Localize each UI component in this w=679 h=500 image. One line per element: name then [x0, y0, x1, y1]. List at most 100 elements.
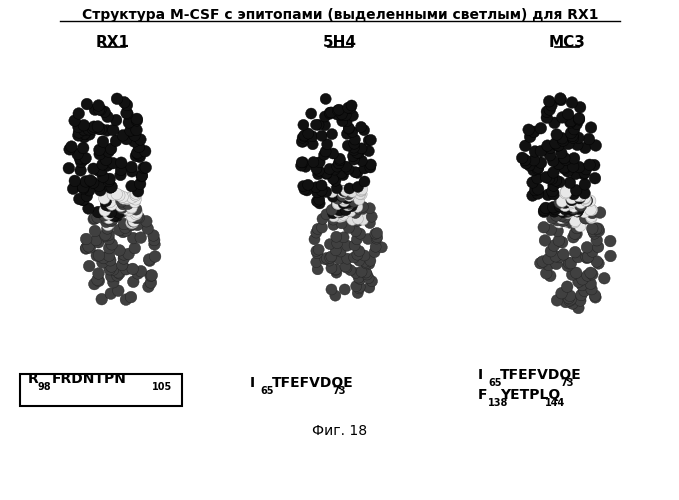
Circle shape: [340, 261, 351, 272]
Circle shape: [326, 284, 337, 295]
Circle shape: [354, 204, 365, 214]
Circle shape: [340, 161, 352, 172]
Circle shape: [115, 200, 126, 211]
Circle shape: [545, 142, 556, 154]
Circle shape: [575, 190, 587, 202]
Circle shape: [296, 136, 308, 147]
Circle shape: [544, 104, 555, 116]
Circle shape: [93, 180, 105, 192]
Circle shape: [97, 171, 109, 182]
Circle shape: [538, 206, 550, 218]
Circle shape: [322, 138, 333, 149]
Circle shape: [569, 215, 581, 226]
Circle shape: [331, 264, 342, 275]
Circle shape: [97, 136, 109, 147]
Circle shape: [314, 198, 325, 209]
Circle shape: [534, 258, 546, 269]
Circle shape: [122, 108, 133, 120]
Circle shape: [121, 107, 132, 118]
Circle shape: [566, 194, 578, 206]
Circle shape: [555, 212, 567, 224]
Circle shape: [130, 190, 141, 201]
Circle shape: [572, 190, 584, 202]
Circle shape: [363, 135, 374, 146]
Circle shape: [551, 258, 562, 270]
Circle shape: [120, 202, 131, 214]
Circle shape: [105, 270, 117, 282]
Circle shape: [120, 222, 131, 234]
Circle shape: [587, 207, 598, 218]
Circle shape: [370, 242, 381, 252]
Circle shape: [564, 177, 576, 188]
Circle shape: [550, 138, 562, 149]
Circle shape: [580, 195, 591, 206]
Circle shape: [104, 264, 115, 275]
Circle shape: [115, 169, 126, 180]
Circle shape: [344, 222, 354, 234]
Circle shape: [134, 134, 146, 145]
Circle shape: [538, 204, 550, 216]
Circle shape: [312, 187, 323, 198]
Circle shape: [590, 140, 602, 151]
Circle shape: [352, 148, 363, 158]
Circle shape: [128, 216, 139, 227]
Circle shape: [353, 148, 365, 158]
Text: 65: 65: [488, 378, 502, 388]
Circle shape: [343, 102, 354, 114]
Circle shape: [78, 124, 90, 136]
Circle shape: [131, 113, 143, 124]
Circle shape: [130, 212, 142, 224]
Circle shape: [143, 254, 155, 266]
Circle shape: [540, 202, 551, 213]
Circle shape: [548, 240, 559, 252]
Circle shape: [560, 154, 572, 166]
Circle shape: [299, 130, 310, 141]
Circle shape: [570, 267, 582, 278]
Circle shape: [562, 207, 574, 218]
Circle shape: [111, 210, 122, 222]
Circle shape: [92, 120, 104, 132]
Circle shape: [543, 253, 554, 265]
Circle shape: [363, 234, 373, 244]
Circle shape: [573, 112, 585, 124]
Circle shape: [551, 294, 563, 306]
Circle shape: [357, 202, 369, 212]
Circle shape: [78, 120, 90, 131]
Text: TFEFVDQE: TFEFVDQE: [272, 376, 354, 390]
Circle shape: [589, 290, 601, 302]
Circle shape: [144, 255, 155, 266]
Circle shape: [115, 157, 127, 168]
Circle shape: [562, 260, 574, 272]
Circle shape: [350, 208, 361, 218]
Circle shape: [301, 185, 312, 196]
Circle shape: [113, 285, 124, 296]
Circle shape: [110, 135, 122, 146]
Circle shape: [121, 134, 132, 145]
Circle shape: [340, 110, 351, 120]
Circle shape: [541, 112, 553, 124]
Circle shape: [118, 252, 130, 264]
Circle shape: [366, 211, 378, 222]
Circle shape: [532, 188, 544, 200]
Circle shape: [585, 122, 597, 134]
Circle shape: [98, 252, 109, 264]
Circle shape: [133, 149, 145, 160]
Circle shape: [550, 174, 562, 186]
Circle shape: [89, 104, 100, 116]
Circle shape: [559, 188, 571, 199]
Circle shape: [569, 228, 581, 239]
Circle shape: [535, 146, 547, 157]
Circle shape: [545, 224, 556, 235]
Circle shape: [96, 164, 107, 176]
Circle shape: [333, 254, 344, 264]
Circle shape: [586, 284, 598, 295]
Circle shape: [63, 162, 75, 174]
Circle shape: [103, 229, 115, 240]
Circle shape: [563, 292, 574, 304]
Circle shape: [532, 172, 543, 184]
Circle shape: [116, 202, 128, 213]
Circle shape: [562, 108, 574, 120]
Circle shape: [356, 122, 367, 132]
Circle shape: [584, 159, 595, 170]
Circle shape: [126, 192, 138, 203]
